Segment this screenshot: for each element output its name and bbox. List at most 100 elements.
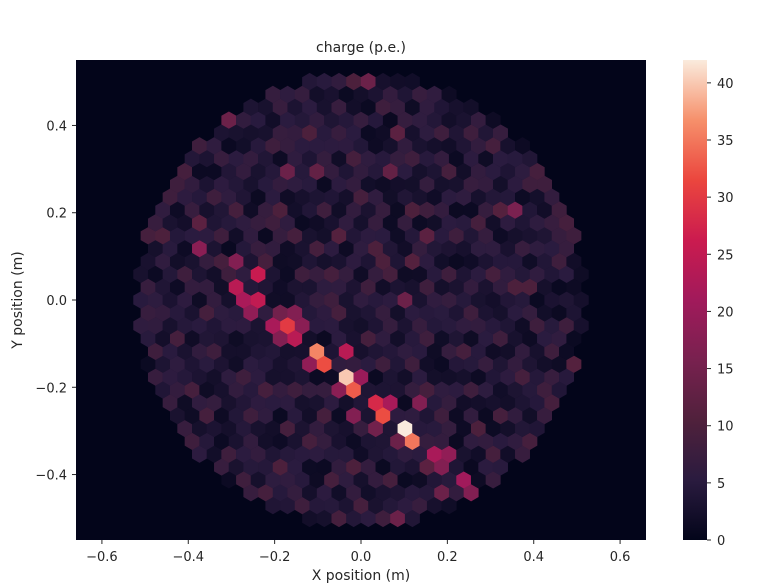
hex-cell	[463, 201, 479, 219]
hex-cell	[397, 496, 413, 515]
hex-cell	[397, 342, 413, 361]
hex-cell	[360, 72, 376, 91]
hex-cell	[228, 150, 244, 168]
hex-cell	[434, 124, 450, 142]
hex-cell	[353, 265, 369, 283]
hex-cell	[478, 355, 494, 373]
hex-cell	[243, 458, 259, 476]
hex-cell	[250, 368, 266, 386]
hex-cell	[485, 188, 501, 206]
hex-cell	[544, 394, 560, 412]
hex-cell	[478, 458, 494, 476]
hex-cell	[140, 355, 156, 373]
hex-cell	[258, 355, 274, 373]
hex-cell	[470, 265, 486, 283]
hex-cell	[492, 278, 508, 296]
hex-cell	[353, 239, 369, 258]
hex-cell	[155, 278, 171, 296]
hex-cell	[434, 329, 450, 348]
hex-cell	[287, 252, 303, 271]
hex-cell	[243, 381, 259, 399]
hex-cell	[236, 214, 252, 232]
hex-cell	[280, 214, 296, 232]
hex-cell	[331, 458, 347, 476]
hex-cell	[529, 188, 545, 206]
hex-cell	[537, 175, 553, 194]
hex-cell	[375, 201, 391, 219]
hex-cell	[177, 317, 193, 335]
hex-cell	[177, 291, 193, 309]
hex-cell	[441, 394, 457, 412]
hex-cell	[404, 278, 420, 296]
hex-cell	[448, 175, 464, 194]
hex-cell	[206, 188, 222, 206]
hex-cell	[529, 419, 545, 438]
hex-cell	[434, 252, 450, 271]
hex-cell	[434, 432, 450, 450]
hex-cell	[280, 471, 296, 489]
hex-cell	[258, 201, 274, 219]
hex-cell	[426, 85, 442, 104]
hex-cell	[390, 329, 406, 348]
hex-cell	[470, 188, 486, 206]
hex-cell	[250, 471, 266, 489]
hex-cell	[353, 85, 369, 104]
hex-cell	[419, 278, 435, 296]
hex-cell	[382, 265, 398, 283]
hex-cell	[500, 419, 516, 438]
hex-cell	[265, 471, 281, 489]
hex-cell	[162, 265, 178, 283]
hex-cell	[302, 72, 318, 91]
hex-cell	[412, 496, 428, 515]
hex-cell	[316, 201, 332, 219]
hex-cell	[522, 432, 538, 450]
hex-cell	[529, 291, 545, 309]
hex-cell	[551, 201, 567, 219]
hex-cell	[353, 496, 369, 515]
hex-cell	[397, 162, 413, 181]
hex-cell	[272, 124, 288, 142]
hex-cell	[294, 137, 310, 155]
hex-cell	[426, 419, 442, 438]
chart-title: charge (p.e.)	[316, 40, 406, 56]
hex-cell	[500, 394, 516, 412]
hex-cell	[324, 188, 340, 206]
hex-cell	[559, 239, 575, 258]
hex-cell	[324, 239, 340, 258]
hex-cell	[331, 201, 347, 219]
hex-cell	[331, 252, 347, 271]
hex-cell	[214, 278, 230, 296]
hex-cell	[404, 150, 420, 168]
hex-cell	[147, 291, 163, 309]
hex-cell	[492, 432, 508, 450]
hex-cell	[368, 317, 384, 335]
hex-cell	[470, 368, 486, 386]
hex-cell	[236, 419, 252, 438]
hex-cell	[412, 317, 428, 335]
hex-cell	[382, 445, 398, 463]
hex-cell	[265, 137, 281, 155]
hex-cell	[155, 252, 171, 271]
y-tick-label: 0.2	[46, 207, 67, 222]
colorbar-tick-label: 35	[717, 134, 734, 149]
x-tick-label: −0.4	[172, 550, 204, 565]
hex-cell	[529, 239, 545, 258]
hex-cell	[236, 291, 252, 309]
hex-cell	[331, 381, 347, 399]
hex-cell	[419, 304, 435, 322]
hex-cell	[221, 342, 237, 361]
hex-cell	[177, 162, 193, 181]
hex-cell	[397, 471, 413, 489]
hex-cell	[228, 458, 244, 476]
hex-cell	[441, 291, 457, 309]
hex-cell	[346, 227, 362, 245]
hex-cell	[206, 342, 222, 361]
hex-cell	[478, 175, 494, 194]
hex-cell	[375, 381, 391, 399]
hex-cell	[478, 329, 494, 348]
hex-cell	[507, 329, 523, 348]
hex-cell	[280, 419, 296, 438]
hex-cell	[346, 304, 362, 322]
hex-cell	[250, 291, 266, 309]
hex-cell	[338, 162, 354, 181]
